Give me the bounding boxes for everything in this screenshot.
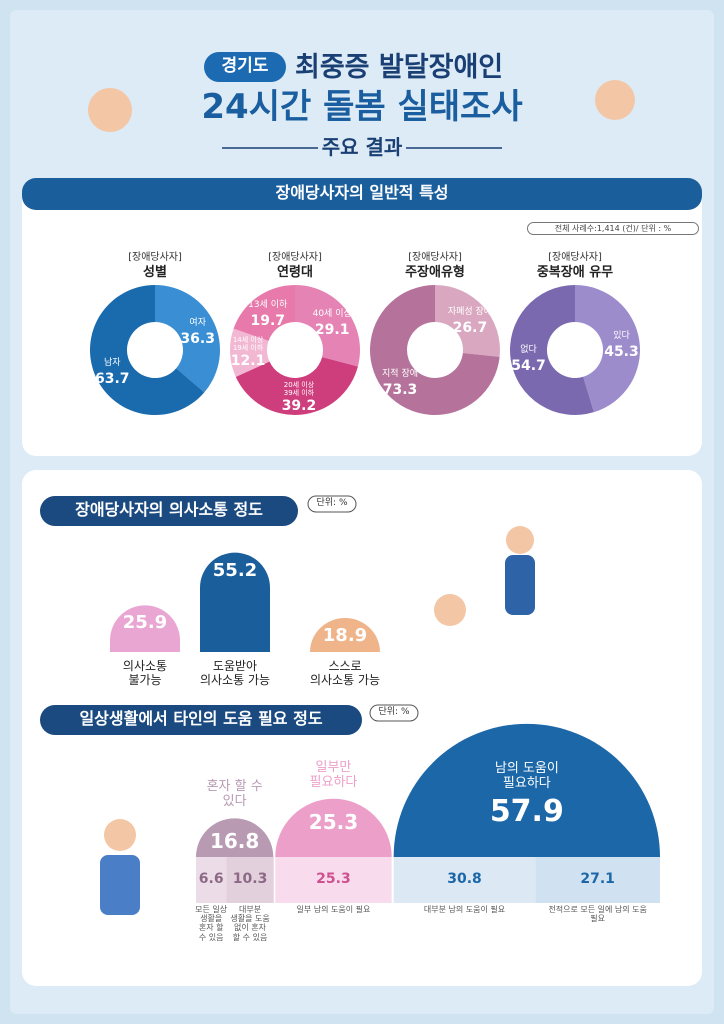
segment-value: 39.2 xyxy=(281,397,317,414)
segment-value: 36.3 xyxy=(180,331,215,348)
breakdown-value: 25.3 xyxy=(316,871,351,887)
segment-value: 63.7 xyxy=(95,370,130,387)
bar-value: 25.9 xyxy=(122,612,168,634)
segment-label: 20세 이상 39세 이하 xyxy=(283,380,315,397)
segment-label: 남자 xyxy=(104,357,121,368)
section-title: 일상생활에서 타인의 도움 필요 정도 xyxy=(79,709,323,728)
bar xyxy=(110,605,180,652)
donut-segment xyxy=(89,285,205,415)
segment-label: 14세 이상 19세 이하 xyxy=(232,336,264,353)
segment-value: 54.7 xyxy=(511,357,546,374)
bar-label: 스스로 의사소통 가능 xyxy=(309,659,381,687)
group-value: 25.3 xyxy=(308,809,359,834)
donut-segment xyxy=(233,285,295,341)
group-value: 57.9 xyxy=(489,794,564,829)
segment-label: 40세 이상 xyxy=(312,309,352,320)
badge-text: 경기도 xyxy=(221,56,269,76)
unit: 단위: % xyxy=(316,498,348,508)
breakdown-label: 일부 남의 도움이 필요 xyxy=(296,905,371,914)
breakdown-bar xyxy=(393,857,536,903)
segment-value: 73.3 xyxy=(382,382,418,399)
donut-segment xyxy=(435,285,500,357)
breakdown-value: 6.6 xyxy=(198,871,224,887)
illustration xyxy=(88,88,132,132)
segment-value: 45.3 xyxy=(604,344,639,361)
chart-title: 성별 xyxy=(143,265,167,280)
section-pill xyxy=(40,496,298,526)
illustration xyxy=(100,855,140,915)
donut-segment xyxy=(295,285,361,367)
note: 전체 사례수:1,414 (건)/ 단위 : % xyxy=(527,222,699,236)
panel-header xyxy=(22,178,702,210)
group-value: 16.8 xyxy=(209,829,260,854)
donut-segment xyxy=(235,357,358,416)
breakdown-bar xyxy=(226,857,274,903)
segment-label: 없다 xyxy=(520,344,537,355)
unit-pill xyxy=(307,495,357,513)
segment-value: 29.1 xyxy=(314,322,350,339)
breakdown-bar xyxy=(535,857,660,903)
donut-segment xyxy=(230,328,270,377)
semicircle xyxy=(196,818,274,857)
bar-value: 55.2 xyxy=(212,559,258,581)
segment-label: 지적 장애 xyxy=(382,369,419,380)
segment-value: 19.7 xyxy=(250,312,286,329)
illustration xyxy=(434,594,466,626)
segment-value: 12.1 xyxy=(230,353,266,370)
semicircle xyxy=(393,723,660,857)
group-label: 남의 도움이 필요하다 xyxy=(494,760,559,791)
donut-segment xyxy=(369,285,500,415)
illustration xyxy=(104,819,136,851)
unit: 단위: % xyxy=(378,707,410,717)
badge xyxy=(204,52,286,82)
semicircle xyxy=(275,798,392,857)
chart-label: [장애당사자] xyxy=(128,252,182,263)
section-title: 장애당사자의 의사소통 정도 xyxy=(75,500,263,519)
bar xyxy=(310,617,380,652)
illustration xyxy=(595,80,635,120)
illustration xyxy=(505,555,535,615)
title: 최중증 발달장애인 xyxy=(295,52,504,83)
segment-label: 있다 xyxy=(613,331,630,342)
chart-label: [장애당사자] xyxy=(408,252,462,263)
donut-segment xyxy=(575,285,640,413)
breakdown-bar xyxy=(275,857,392,903)
section-title: 장애당사자의 일반적 특성 xyxy=(275,183,449,202)
title: 24시간 돌봄 실태조사 xyxy=(201,87,523,127)
breakdown-label: 대부분 생활을 도움 없이 혼자 할 수 있음 xyxy=(230,905,270,942)
segment-value: 26.7 xyxy=(452,319,488,336)
bar-label: 의사소통 불가능 xyxy=(122,659,168,687)
group-label: 일부만 필요하다 xyxy=(309,759,358,790)
donut-segment xyxy=(509,285,594,415)
unit-pill xyxy=(369,704,419,722)
chart-title: 연령대 xyxy=(277,265,313,280)
bar-label: 도움받아 의사소통 가능 xyxy=(199,659,271,687)
chart-label: [장애당사자] xyxy=(548,252,602,263)
breakdown-value: 27.1 xyxy=(580,871,615,887)
chart-label: [장애당사자] xyxy=(268,252,322,263)
segment-label: 여자 xyxy=(189,318,206,329)
section-pill xyxy=(40,705,362,735)
breakdown-value: 30.8 xyxy=(447,871,482,887)
subtitle: 주요 결과 xyxy=(321,135,403,159)
segment-label: 자폐성 장애 xyxy=(447,306,493,317)
breakdown-value: 10.3 xyxy=(232,871,268,887)
illustration xyxy=(506,526,534,554)
donut-segment xyxy=(155,285,220,393)
breakdown-label: 전적으로 모든 일에 남의 도움 필요 xyxy=(548,905,647,924)
segment-label: 13세 이하 xyxy=(248,299,288,310)
group-label: 혼자 할 수 있다 xyxy=(206,779,263,810)
bar-value: 18.9 xyxy=(322,624,368,646)
chart-title: 중복장애 유무 xyxy=(536,265,614,280)
breakdown-label: 모든 일상 생활을 혼자 할 수 있음 xyxy=(195,905,228,942)
bar xyxy=(200,552,270,652)
breakdown-bar xyxy=(196,857,227,903)
chart-title: 주장애유형 xyxy=(405,265,465,280)
breakdown-label: 대부분 남의 도움이 필요 xyxy=(423,905,506,914)
